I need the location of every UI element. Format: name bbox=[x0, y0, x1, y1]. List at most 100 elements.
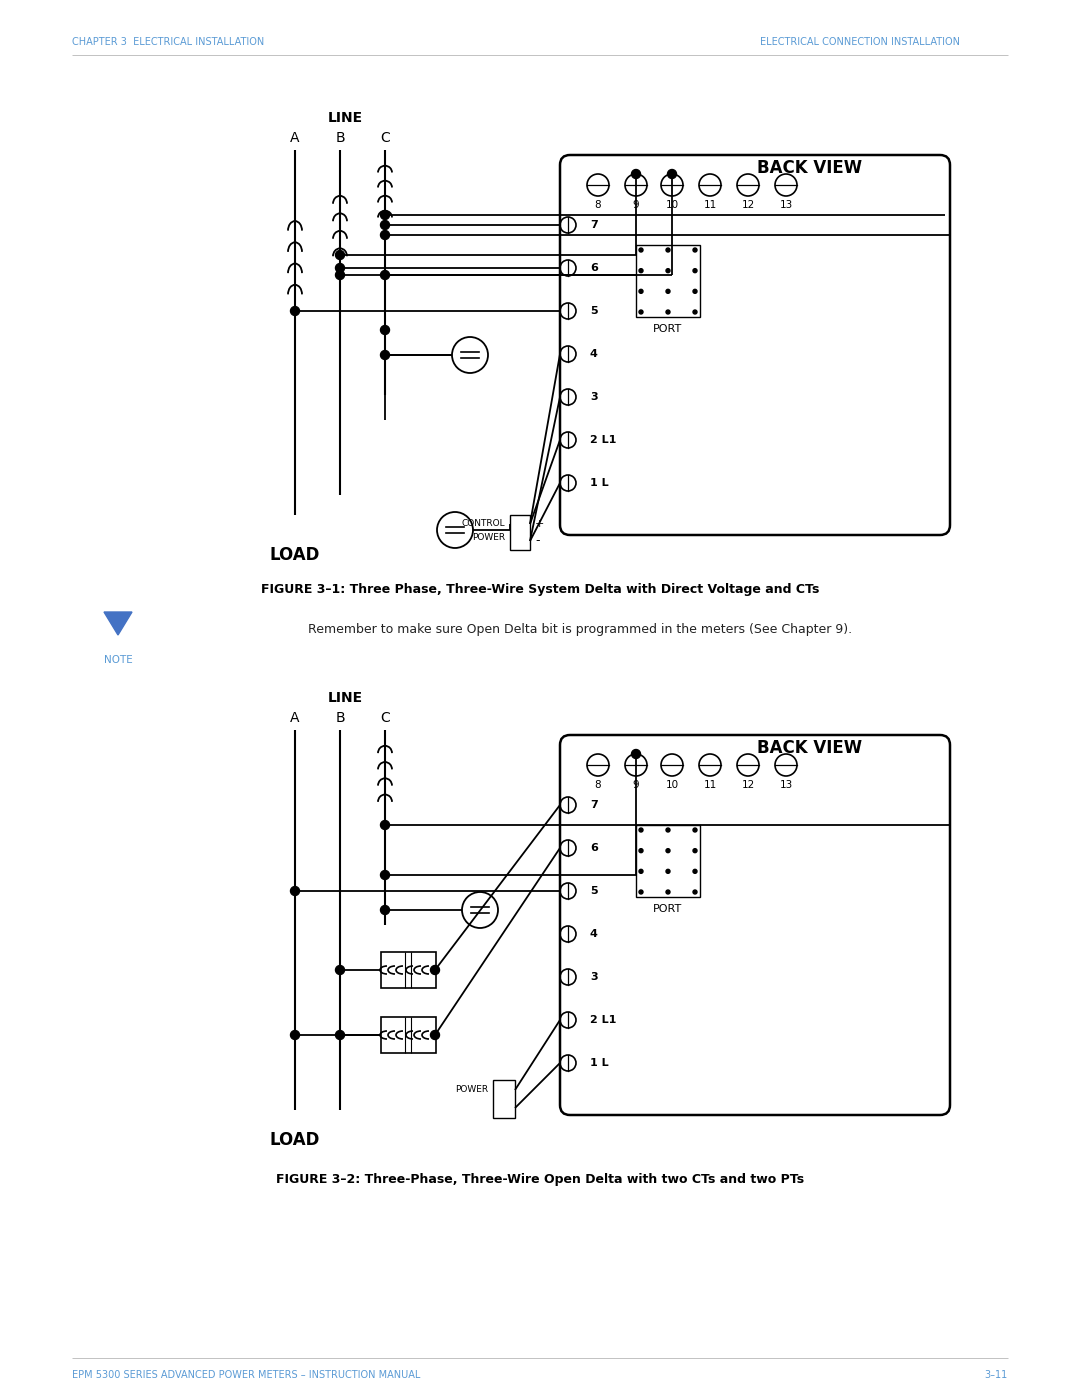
Circle shape bbox=[380, 326, 390, 334]
Text: ELECTRICAL CONNECTION INSTALLATION: ELECTRICAL CONNECTION INSTALLATION bbox=[760, 36, 960, 47]
Text: 10: 10 bbox=[665, 200, 678, 210]
Text: 3: 3 bbox=[590, 972, 597, 982]
Text: CONTROL: CONTROL bbox=[461, 520, 505, 528]
Text: 7: 7 bbox=[590, 219, 597, 231]
Text: LINE: LINE bbox=[327, 110, 363, 124]
Text: 4: 4 bbox=[590, 929, 598, 939]
Text: A: A bbox=[291, 711, 300, 725]
Text: 1 L: 1 L bbox=[590, 478, 609, 488]
Text: B: B bbox=[335, 711, 345, 725]
Circle shape bbox=[336, 264, 345, 272]
Circle shape bbox=[639, 869, 643, 873]
Circle shape bbox=[693, 828, 697, 833]
Circle shape bbox=[291, 887, 299, 895]
Circle shape bbox=[666, 310, 670, 314]
Text: BACK VIEW: BACK VIEW bbox=[757, 159, 863, 177]
Circle shape bbox=[666, 848, 670, 852]
Text: POWER: POWER bbox=[455, 1085, 488, 1094]
Circle shape bbox=[380, 351, 390, 359]
Circle shape bbox=[431, 965, 440, 975]
Circle shape bbox=[632, 750, 640, 759]
Circle shape bbox=[380, 905, 390, 915]
Circle shape bbox=[639, 828, 643, 833]
Circle shape bbox=[336, 271, 345, 279]
Circle shape bbox=[667, 169, 676, 179]
Circle shape bbox=[666, 249, 670, 251]
Text: 11: 11 bbox=[703, 780, 717, 789]
Text: 13: 13 bbox=[780, 200, 793, 210]
Text: -: - bbox=[535, 535, 540, 548]
Circle shape bbox=[693, 869, 697, 873]
Circle shape bbox=[380, 820, 390, 830]
Text: 13: 13 bbox=[780, 780, 793, 789]
Circle shape bbox=[639, 249, 643, 251]
Text: 1 L: 1 L bbox=[590, 1058, 609, 1067]
Text: 8: 8 bbox=[595, 780, 602, 789]
Text: 8: 8 bbox=[595, 200, 602, 210]
Text: 6: 6 bbox=[590, 842, 598, 854]
Circle shape bbox=[666, 268, 670, 272]
Circle shape bbox=[431, 1031, 440, 1039]
Circle shape bbox=[693, 890, 697, 894]
Text: 12: 12 bbox=[741, 780, 755, 789]
Circle shape bbox=[336, 250, 345, 260]
Polygon shape bbox=[104, 612, 132, 636]
Text: 6: 6 bbox=[590, 263, 598, 272]
Text: 2 L1: 2 L1 bbox=[590, 1016, 617, 1025]
Text: 9: 9 bbox=[633, 780, 639, 789]
Circle shape bbox=[639, 890, 643, 894]
Text: LOAD: LOAD bbox=[270, 546, 320, 564]
Circle shape bbox=[693, 848, 697, 852]
Circle shape bbox=[639, 289, 643, 293]
Circle shape bbox=[693, 268, 697, 272]
Text: LINE: LINE bbox=[327, 692, 363, 705]
Text: FIGURE 3–2: Three-Phase, Three-Wire Open Delta with two CTs and two PTs: FIGURE 3–2: Three-Phase, Three-Wire Open… bbox=[275, 1173, 805, 1186]
Circle shape bbox=[693, 289, 697, 293]
Circle shape bbox=[666, 890, 670, 894]
Text: 12: 12 bbox=[741, 200, 755, 210]
Text: A: A bbox=[291, 131, 300, 145]
Text: 3–11: 3–11 bbox=[985, 1370, 1008, 1380]
Circle shape bbox=[639, 268, 643, 272]
Bar bbox=[636, 826, 700, 897]
Text: EPM 5300 SERIES ADVANCED POWER METERS – INSTRUCTION MANUAL: EPM 5300 SERIES ADVANCED POWER METERS – … bbox=[72, 1370, 420, 1380]
Bar bbox=[381, 1017, 436, 1053]
Circle shape bbox=[380, 211, 390, 219]
Text: 3: 3 bbox=[590, 393, 597, 402]
Text: 2 L1: 2 L1 bbox=[590, 434, 617, 446]
Text: +: + bbox=[535, 520, 544, 529]
Circle shape bbox=[291, 306, 299, 316]
Text: 7: 7 bbox=[590, 800, 597, 810]
Text: LOAD: LOAD bbox=[270, 1132, 320, 1148]
Text: NOTE: NOTE bbox=[104, 655, 133, 665]
Circle shape bbox=[336, 1031, 345, 1039]
Text: PORT: PORT bbox=[653, 324, 683, 334]
Bar bbox=[381, 951, 436, 988]
Circle shape bbox=[380, 271, 390, 279]
Bar bbox=[111, 612, 125, 622]
Text: FIGURE 3–1: Three Phase, Three-Wire System Delta with Direct Voltage and CTs: FIGURE 3–1: Three Phase, Three-Wire Syst… bbox=[260, 584, 820, 597]
Bar bbox=[636, 244, 700, 317]
Circle shape bbox=[632, 169, 640, 179]
Circle shape bbox=[639, 310, 643, 314]
Circle shape bbox=[666, 289, 670, 293]
Text: 5: 5 bbox=[590, 886, 597, 895]
Circle shape bbox=[336, 965, 345, 975]
Text: PORT: PORT bbox=[653, 904, 683, 914]
Circle shape bbox=[693, 310, 697, 314]
Text: C: C bbox=[380, 131, 390, 145]
Text: 10: 10 bbox=[665, 780, 678, 789]
Circle shape bbox=[291, 1031, 299, 1039]
Circle shape bbox=[693, 249, 697, 251]
Text: B: B bbox=[335, 131, 345, 145]
Circle shape bbox=[639, 848, 643, 852]
Text: 5: 5 bbox=[590, 306, 597, 316]
Text: POWER: POWER bbox=[472, 532, 505, 542]
Circle shape bbox=[380, 870, 390, 880]
Circle shape bbox=[380, 231, 390, 239]
Circle shape bbox=[666, 828, 670, 833]
Circle shape bbox=[380, 221, 390, 229]
Text: Remember to make sure Open Delta bit is programmed in the meters (See Chapter 9): Remember to make sure Open Delta bit is … bbox=[308, 623, 852, 637]
Text: C: C bbox=[380, 711, 390, 725]
Text: BACK VIEW: BACK VIEW bbox=[757, 739, 863, 757]
